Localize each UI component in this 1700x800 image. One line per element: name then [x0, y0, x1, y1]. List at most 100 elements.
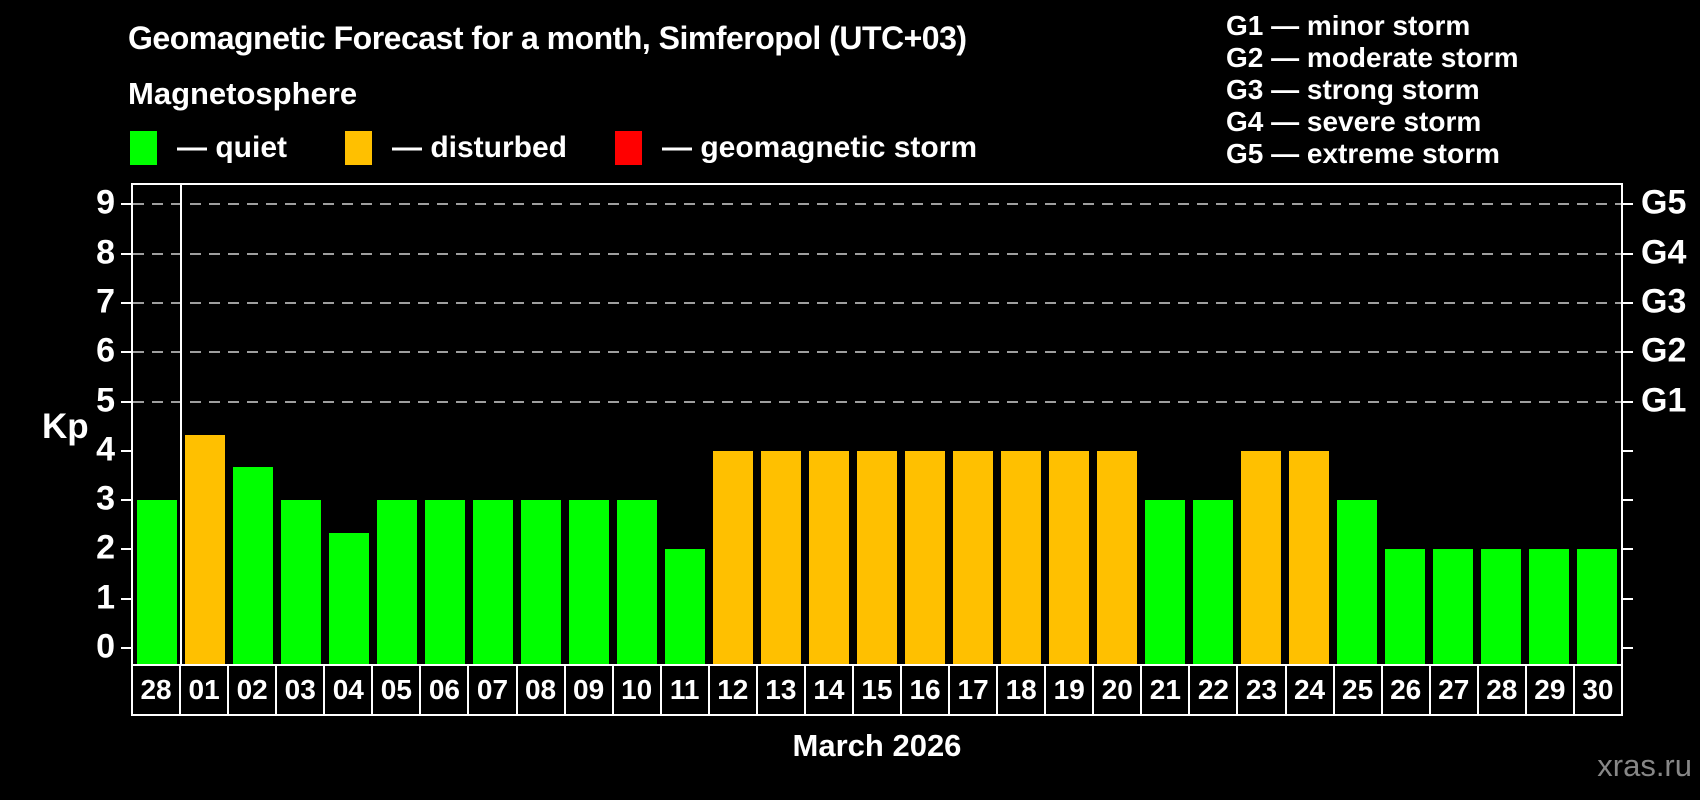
gridline-kp7 — [133, 301, 1621, 304]
g-scale-item-4: G4 — severe storm — [1226, 106, 1482, 137]
x-axis-day-cell: 30 — [1572, 666, 1621, 714]
right-tick-0 — [1621, 647, 1633, 649]
y-tick-label-8: 8 — [96, 233, 115, 272]
x-axis-day-cell: 28 — [1476, 666, 1525, 714]
x-axis-day-cell: 14 — [803, 666, 852, 714]
kp-bar-day-04 — [328, 533, 370, 664]
y-tick-7 — [121, 301, 131, 304]
x-axis-day-cell: 15 — [851, 666, 900, 714]
y-tick-1 — [121, 597, 131, 600]
gridline-kp9 — [133, 203, 1621, 206]
magnetosphere-legend: — quiet — disturbed — geomagnetic storm — [0, 129, 1700, 167]
gridline-kp8 — [133, 252, 1621, 255]
kp-bar-day-15 — [856, 450, 898, 664]
right-tick-9 — [1621, 203, 1633, 206]
x-axis-day-cell: 02 — [227, 666, 275, 714]
y-tick-label-7: 7 — [96, 282, 115, 321]
y-tick-label-0: 0 — [96, 627, 115, 666]
kp-bar-day-23 — [1240, 450, 1282, 664]
x-axis-day-cell: 16 — [900, 666, 948, 714]
kp-bar-day-29 — [1528, 549, 1570, 664]
x-axis-day-strip: 28 01 02 03 04 05 06 07 08 09 10 11 12 13 14 15 16 17 18 19… — [131, 664, 1623, 716]
kp-bar-day-21 — [1144, 500, 1186, 664]
gridline-kp5 — [133, 400, 1621, 403]
kp-bar-day-18 — [1000, 450, 1042, 664]
kp-bar-day-09 — [568, 500, 610, 664]
kp-bar-day-07 — [472, 500, 514, 664]
month-label: March 2026 — [792, 728, 962, 763]
kp-bar-day-13 — [760, 450, 802, 664]
kp-bar-day-30 — [1576, 549, 1618, 664]
legend-swatch-storm-icon — [615, 131, 642, 165]
y-tick-2 — [121, 548, 131, 551]
x-axis-day-cell: 23 — [1236, 666, 1284, 714]
right-tick-3 — [1621, 499, 1633, 502]
x-axis-day-cell: 17 — [948, 666, 996, 714]
g-axis-label-G2: G2 — [1641, 331, 1687, 370]
legend-item-storm: — geomagnetic storm — [615, 129, 977, 167]
x-axis-day-cell: 24 — [1284, 666, 1333, 714]
y-tick-label-5: 5 — [96, 381, 115, 420]
x-axis-day-cell: 04 — [323, 666, 371, 714]
x-axis-day-cell: 08 — [515, 666, 564, 714]
x-axis-day-cell: 11 — [659, 666, 708, 714]
x-axis-day-cell: 09 — [563, 666, 612, 714]
right-tick-5 — [1621, 400, 1633, 403]
g-scale-item-1: G1 — minor storm — [1226, 10, 1471, 41]
kp-bar-day-22 — [1192, 500, 1234, 664]
kp-bar-day-14 — [808, 450, 850, 664]
y-tick-label-4: 4 — [96, 430, 115, 469]
y-tick-5 — [121, 400, 131, 403]
kp-bar-day-02 — [232, 467, 274, 664]
y-tick-8 — [121, 252, 131, 255]
legend-label-disturbed: — disturbed — [392, 131, 568, 164]
x-axis-day-cell: 13 — [755, 666, 804, 714]
legend-label-storm: — geomagnetic storm — [662, 131, 978, 164]
y-tick-label-9: 9 — [96, 184, 115, 223]
right-tick-4 — [1621, 449, 1633, 452]
month-separator — [180, 185, 182, 664]
y-tick-label-1: 1 — [96, 578, 115, 617]
kp-bar-day-20 — [1096, 450, 1138, 664]
kp-bar-day-01 — [184, 434, 226, 664]
kp-bar-day-03 — [280, 500, 322, 664]
x-axis-day-cell: 25 — [1332, 666, 1381, 714]
y-tick-3 — [121, 499, 131, 502]
x-axis-day-cell: 21 — [1140, 666, 1188, 714]
x-axis-day-cell: 10 — [611, 666, 660, 714]
y-tick-label-2: 2 — [96, 529, 115, 568]
legend-swatch-disturbed-icon — [345, 131, 372, 165]
kp-bar-day-28 — [136, 500, 178, 664]
x-axis-day-cell: 28 — [140, 674, 172, 705]
y-tick-0 — [121, 647, 131, 649]
kp-bar-day-10 — [616, 500, 658, 664]
legend-swatch-quiet-icon — [130, 131, 157, 165]
g-scale-item-2: G2 — moderate storm — [1226, 42, 1519, 73]
kp-bar-day-28 — [1480, 549, 1522, 664]
gridline-kp6 — [133, 351, 1621, 354]
legend-item-quiet: — quiet — [130, 129, 287, 167]
kp-bar-day-19 — [1048, 450, 1090, 664]
x-axis-day-cell: 18 — [996, 666, 1044, 714]
y-tick-9 — [121, 203, 131, 206]
g-axis-label-G5: G5 — [1641, 184, 1687, 223]
watermark: xras.ru — [1597, 748, 1692, 783]
kp-bar-day-08 — [520, 500, 562, 664]
legend-label-quiet: — quiet — [177, 131, 287, 164]
kp-bar-day-16 — [904, 450, 946, 664]
kp-bar-day-24 — [1288, 450, 1330, 664]
kp-axis-label: Kp — [42, 407, 89, 446]
plot-area — [131, 183, 1623, 666]
magnetosphere-label: Magnetosphere — [128, 76, 358, 111]
x-axis-day-cell: 19 — [1044, 666, 1092, 714]
kp-bar-day-17 — [952, 450, 994, 664]
kp-bar-day-05 — [376, 500, 418, 664]
x-axis-day-cell: 12 — [707, 666, 756, 714]
y-tick-label-3: 3 — [96, 479, 115, 518]
x-axis-day-cell: 22 — [1188, 666, 1236, 714]
g-axis-label-G1: G1 — [1641, 381, 1687, 420]
legend-item-disturbed: — disturbed — [345, 129, 567, 167]
g-axis-label-G3: G3 — [1641, 282, 1687, 321]
right-tick-6 — [1621, 351, 1633, 354]
